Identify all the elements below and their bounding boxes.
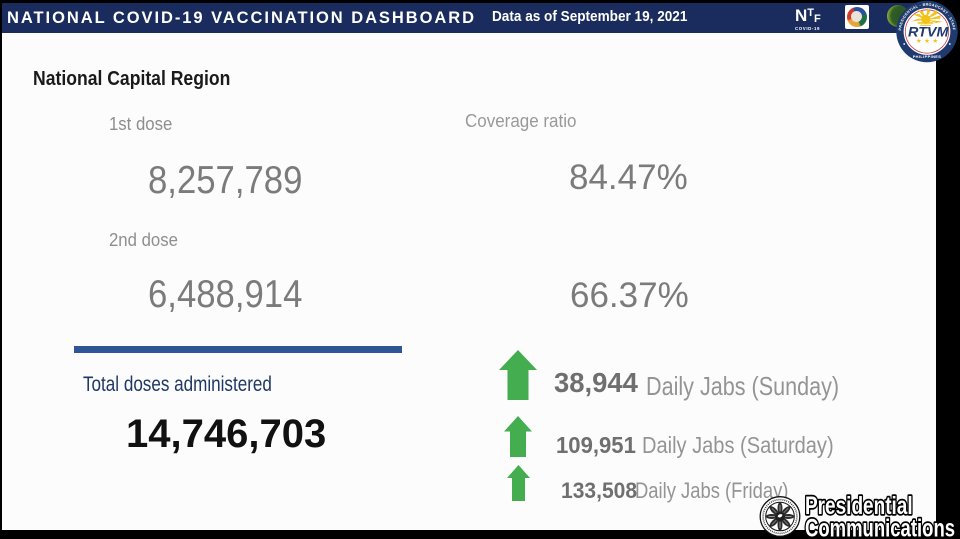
svg-text:★: ★ xyxy=(932,38,938,45)
svg-text:★: ★ xyxy=(924,38,930,45)
svg-text:RTVM: RTVM xyxy=(908,24,949,40)
svg-text:★: ★ xyxy=(916,38,922,45)
svg-text:PHILIPPINES: PHILIPPINES xyxy=(913,54,942,59)
svg-text:Presidential: Presidential xyxy=(805,491,913,519)
svg-text:Communications: Communications xyxy=(805,514,955,539)
